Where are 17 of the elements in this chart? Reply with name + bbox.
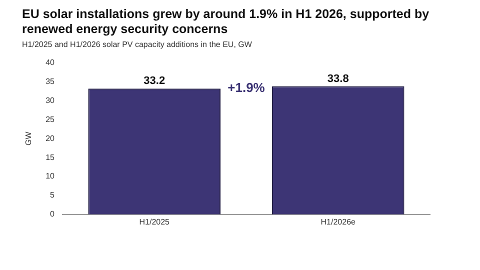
y-tick-label: 40 <box>46 58 56 68</box>
data-label: 33.2 <box>144 75 166 88</box>
annotation: +1.9% <box>228 80 266 96</box>
y-tick-label: 0 <box>50 210 56 219</box>
y-tick-label: 20 <box>46 134 56 143</box>
chart-title: EU solar installations grew by around 1.9% in H1 2026, supported by renewed energy security concerns <box>22 7 430 37</box>
chart-subtitle: H1/2025 and H1/2026 solar PV capacity additions in the EU, GW <box>22 40 252 49</box>
x-tick-label: H1/2025 <box>139 217 170 226</box>
y-tick-label: 5 <box>50 190 56 200</box>
data-label: 33.8 <box>327 72 349 85</box>
y-tick-label: 35 <box>46 76 56 86</box>
y-axis-title: GW <box>24 131 34 146</box>
x-tick-label: H1/2026e <box>320 217 356 226</box>
y-tick-label: 15 <box>46 152 56 162</box>
y-tick-label: 30 <box>46 96 56 105</box>
y-tick-label: 10 <box>46 172 56 181</box>
y-tick-label: 25 <box>46 114 56 124</box>
